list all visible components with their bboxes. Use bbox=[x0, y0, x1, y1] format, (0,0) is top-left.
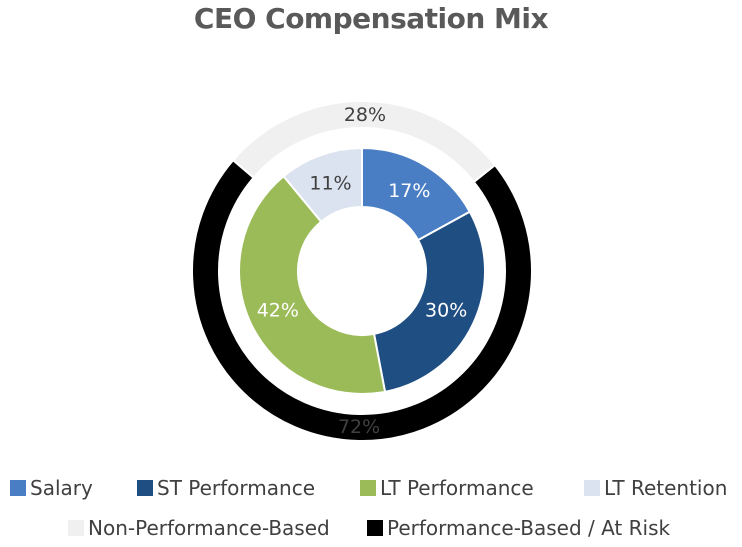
legend-swatch-lt-retention bbox=[584, 480, 600, 496]
legend-row-2: Non-Performance-Based Performance-Based … bbox=[0, 516, 742, 546]
legend-label-non-performance-based: Non-Performance-Based bbox=[88, 516, 330, 540]
outer-labels: 28% 72% bbox=[338, 104, 386, 438]
legend-swatch-st-performance bbox=[137, 480, 153, 496]
slice-lt-retention bbox=[282, 146, 363, 224]
data-label-st-performance: 30% bbox=[425, 300, 467, 322]
inner-ring bbox=[238, 146, 486, 395]
legend-label-salary: Salary bbox=[30, 476, 93, 500]
legend-swatch-lt-performance bbox=[360, 480, 376, 496]
legend-item-non-performance-based: Non-Performance-Based bbox=[68, 516, 330, 540]
outer-ring bbox=[191, 100, 533, 442]
slice-st-performance bbox=[372, 210, 486, 393]
slice-performance-based-at-risk bbox=[191, 158, 533, 442]
legend-item-lt-performance: LT Performance bbox=[360, 476, 534, 500]
slice-lt-performance bbox=[238, 174, 387, 395]
legend-swatch-performance-based-at-risk bbox=[367, 520, 383, 536]
legend-label-lt-retention: LT Retention bbox=[604, 476, 728, 500]
data-label-lt-retention: 11% bbox=[309, 172, 351, 194]
inner-labels: 17% 30% 42% 11% bbox=[257, 172, 468, 321]
legend-label-st-performance: ST Performance bbox=[157, 476, 316, 500]
legend-swatch-salary bbox=[10, 480, 26, 496]
data-label-performance-based-at-risk: 72% bbox=[338, 416, 380, 438]
data-label-salary: 17% bbox=[388, 180, 430, 202]
data-label-non-performance-based: 28% bbox=[344, 104, 386, 126]
legend-label-performance-based-at-risk: Performance-Based / At Risk bbox=[387, 516, 671, 540]
legend-item-lt-retention: LT Retention bbox=[584, 476, 727, 500]
legend-item-st-performance: ST Performance bbox=[137, 476, 315, 500]
data-label-lt-performance: 42% bbox=[257, 300, 299, 322]
legend-swatch-non-performance-based bbox=[68, 520, 84, 536]
legend-row-1: Salary ST Performance LT Performance LT … bbox=[0, 476, 742, 506]
legend-item-performance-based-at-risk: Performance-Based / At Risk bbox=[367, 516, 670, 540]
legend-item-salary: Salary bbox=[10, 476, 93, 500]
legend-label-lt-performance: LT Performance bbox=[380, 476, 534, 500]
chart-title: CEO Compensation Mix bbox=[193, 2, 549, 35]
